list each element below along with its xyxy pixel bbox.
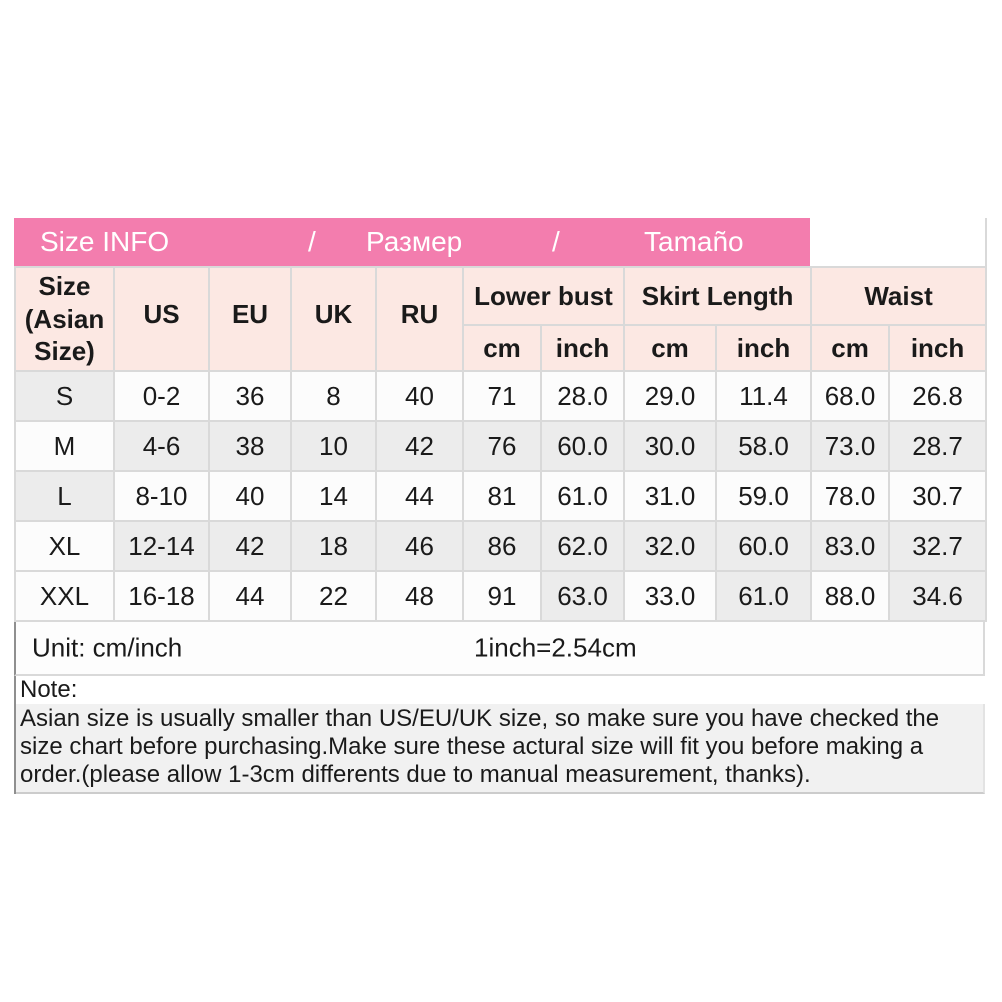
- title-slash-1: /: [308, 226, 316, 257]
- unit-row: Unit: cm/inch 1inch=2.54cm: [14, 622, 985, 676]
- cell-skirt-in: 11.4: [715, 370, 813, 422]
- size-table: Size (Asian Size) US EU UK RU Lower bust…: [14, 266, 988, 622]
- note-line: order.(please allow 1-3cm differents due…: [20, 761, 811, 788]
- title-slash-2: /: [552, 226, 560, 257]
- cell-skirt-cm: 30.0: [623, 420, 718, 472]
- table-row-s: S 0-2 36 8 40 71 28.0 29.0 11.4 68.0 26.…: [14, 370, 988, 422]
- cell-bust-cm: 76: [462, 420, 542, 472]
- cell-size: L: [14, 470, 115, 522]
- cell-ru: 40: [375, 370, 464, 422]
- cell-waist-cm: 83.0: [810, 520, 891, 572]
- cell-waist-cm: 88.0: [810, 570, 891, 622]
- title-bar: Size INFO / Размер / Tamaño: [14, 218, 810, 266]
- cell-bust-in: 63.0: [539, 570, 626, 622]
- cell-ru: 44: [375, 470, 464, 522]
- cell-bust-cm: 81: [462, 470, 542, 522]
- table-row-m: M 4-6 38 10 42 76 60.0 30.0 58.0 73.0 28…: [14, 420, 988, 472]
- cell-waist-in: 34.6: [888, 570, 988, 622]
- subcol-waist-cm: cm: [810, 324, 891, 372]
- size-chart: Size INFO / Размер / Tamaño Size (Asian …: [14, 218, 988, 794]
- cell-skirt-cm: 31.0: [623, 470, 718, 522]
- cell-waist-in: 30.7: [888, 470, 988, 522]
- cell-eu: 38: [208, 420, 292, 472]
- col-header-uk: UK: [290, 266, 377, 372]
- cell-bust-cm: 91: [462, 570, 542, 622]
- subcol-skirt-cm: cm: [623, 324, 718, 372]
- cell-skirt-cm: 29.0: [623, 370, 718, 422]
- cell-skirt-in: 61.0: [715, 570, 813, 622]
- cell-uk: 8: [290, 370, 377, 422]
- cell-us: 8-10: [113, 470, 210, 522]
- cell-uk: 18: [290, 520, 377, 572]
- col-header-size: Size (Asian Size): [14, 266, 115, 372]
- title-row: Size INFO / Размер / Tamaño: [14, 218, 987, 266]
- cell-ru: 46: [375, 520, 464, 572]
- cell-us: 16-18: [113, 570, 210, 622]
- cell-eu: 44: [208, 570, 292, 622]
- subcol-bust-cm: cm: [462, 324, 542, 372]
- cell-skirt-in: 60.0: [715, 520, 813, 572]
- cell-eu: 42: [208, 520, 292, 572]
- note-section: Note: Asian size is usually smaller than…: [14, 676, 985, 794]
- note-line: Asian size is usually smaller than US/EU…: [20, 705, 940, 732]
- col-header-ru: RU: [375, 266, 464, 372]
- note-line: size chart before purchasing.Make sure t…: [20, 733, 924, 760]
- title-bar-empty-area: [810, 218, 987, 266]
- cell-skirt-in: 59.0: [715, 470, 813, 522]
- col-header-eu: EU: [208, 266, 292, 372]
- title-size-info: Size INFO: [40, 226, 170, 257]
- col-group-waist: Waist: [810, 266, 988, 326]
- cell-bust-in: 28.0: [539, 370, 626, 422]
- cell-waist-cm: 68.0: [810, 370, 891, 422]
- unit-label: Unit: cm/inch: [32, 632, 183, 663]
- col-header-us: US: [113, 266, 210, 372]
- cell-us: 12-14: [113, 520, 210, 572]
- cell-ru: 48: [375, 570, 464, 622]
- col-group-lower-bust: Lower bust: [461, 266, 626, 326]
- cell-size: XXL: [14, 570, 115, 622]
- cell-waist-cm: 78.0: [810, 470, 891, 522]
- cell-waist-in: 32.7: [888, 520, 988, 572]
- cell-waist-in: 28.7: [888, 420, 988, 472]
- cell-bust-in: 60.0: [539, 420, 626, 472]
- title-tamano: Tamaño: [644, 226, 744, 257]
- cell-eu: 40: [208, 470, 292, 522]
- table-row-xl: XL 12-14 42 18 46 86 62.0 32.0 60.0 83.0…: [14, 520, 988, 572]
- cell-ru: 42: [375, 420, 464, 472]
- cell-waist-cm: 73.0: [810, 420, 891, 472]
- cell-size: XL: [14, 520, 115, 572]
- cell-skirt-in: 58.0: [715, 420, 813, 472]
- cell-bust-cm: 86: [462, 520, 542, 572]
- cell-uk: 10: [290, 420, 377, 472]
- cell-uk: 14: [290, 470, 377, 522]
- cell-eu: 36: [208, 370, 292, 422]
- subcol-waist-inch: inch: [888, 324, 988, 372]
- cell-size: M: [14, 420, 115, 472]
- note-body: Asian size is usually smaller than US/EU…: [16, 704, 985, 794]
- cell-us: 4-6: [113, 420, 210, 472]
- inch-conversion: 1inch=2.54cm: [474, 632, 637, 663]
- title-razmer: Размер: [366, 226, 463, 257]
- cell-skirt-cm: 32.0: [623, 520, 718, 572]
- cell-bust-in: 61.0: [539, 470, 626, 522]
- cell-bust-cm: 71: [462, 370, 542, 422]
- table-row-l: L 8-10 40 14 44 81 61.0 31.0 59.0 78.0 3…: [14, 470, 988, 522]
- cell-size: S: [14, 370, 115, 422]
- cell-skirt-cm: 33.0: [623, 570, 718, 622]
- subcol-bust-inch: inch: [539, 324, 626, 372]
- cell-bust-in: 62.0: [539, 520, 626, 572]
- cell-uk: 22: [290, 570, 377, 622]
- note-heading: Note:: [16, 676, 985, 704]
- cell-us: 0-2: [113, 370, 210, 422]
- table-row-xxl: XXL 16-18 44 22 48 91 63.0 33.0 61.0 88.…: [14, 570, 988, 622]
- cell-waist-in: 26.8: [888, 370, 988, 422]
- subcol-skirt-inch: inch: [715, 324, 813, 372]
- col-group-skirt-length: Skirt Length: [623, 266, 813, 326]
